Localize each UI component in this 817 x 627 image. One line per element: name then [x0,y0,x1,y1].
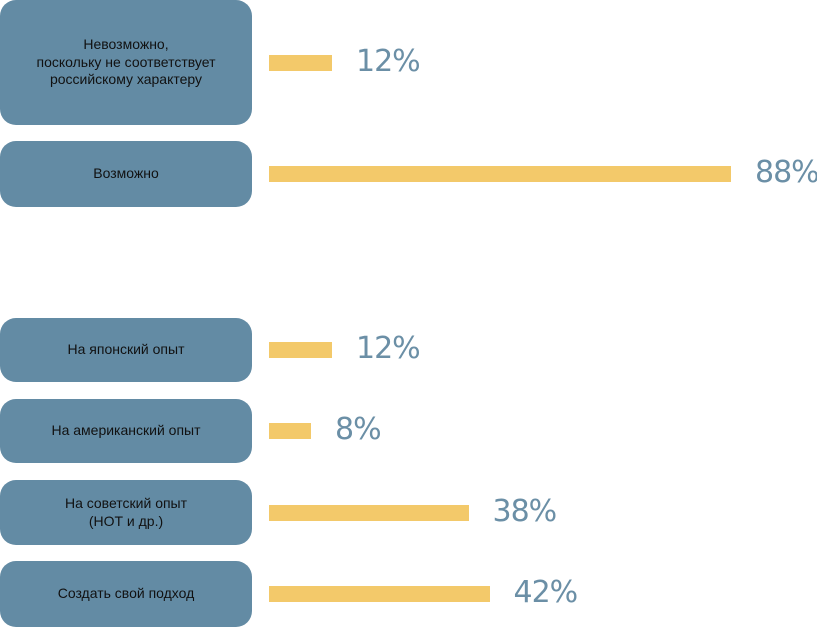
category-label: На советский опыт (НОТ и др.) [0,480,252,545]
value-label: 12% [356,331,421,366]
bar [269,166,731,182]
bar [269,54,332,71]
category-label: Невозможно, поскольку не соответствует р… [0,0,252,125]
value-label: 8% [335,412,382,447]
value-label: 38% [492,493,558,529]
bar [269,342,332,358]
category-label: Возможно [0,141,252,207]
value-label: 42% [513,575,579,610]
category-label: На японский опыт [0,318,252,382]
category-label: На американский опыт [0,399,252,463]
bar [269,504,469,521]
value-label: 12% [356,43,421,79]
category-label: Создать свой подход [0,561,252,627]
bar [269,586,490,602]
value-label: 88% [755,155,817,190]
bar [269,423,311,439]
